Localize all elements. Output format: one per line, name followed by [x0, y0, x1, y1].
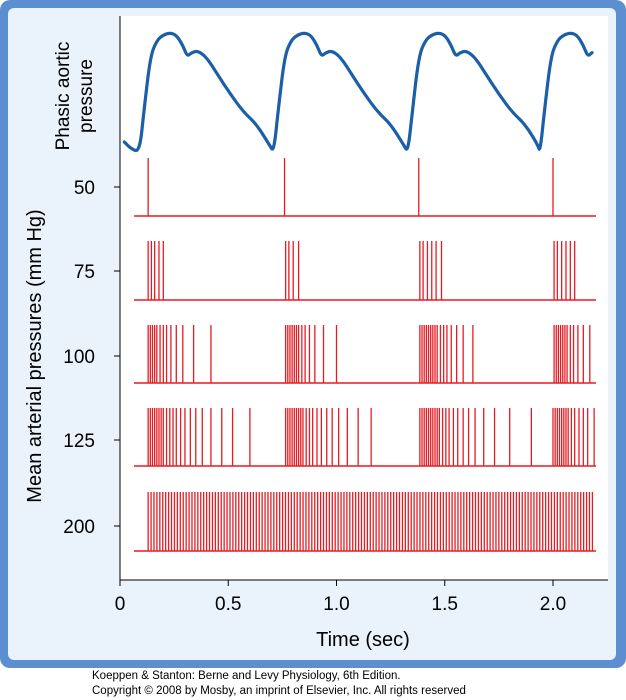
x-tick-label: 1.5 [432, 594, 458, 615]
pressure-label-line-1: Phasic aortic [53, 42, 74, 151]
y-axis-label: Mean arterial pressures (mm Hg) [24, 209, 46, 502]
credit-line-1: Koeppen & Stanton: Berne and Levy Physio… [92, 670, 401, 682]
x-tick-label: 0.5 [215, 594, 241, 615]
chart-svg: 0 0.5 1.0 1.5 2.0 Time (sec) Mean arterial pre… [8, 8, 616, 660]
y-tick-label: 200 [63, 517, 95, 538]
x-tick-label: 2.0 [540, 594, 566, 615]
y-tick-label: 125 [63, 431, 95, 452]
y-tick-label: 75 [74, 262, 95, 283]
y-tick-label: 50 [74, 178, 95, 199]
x-tick-label: 1.0 [323, 594, 349, 615]
plot-area [120, 16, 608, 580]
pressure-label-line-2: pressure [76, 59, 97, 133]
x-tick-label: 0 [115, 594, 126, 615]
y-tick-label: 100 [63, 347, 95, 368]
credit-line-2: Copyright © 2008 by Mosby, an imprint of… [92, 685, 466, 697]
x-axis-label: Time (sec) [316, 629, 410, 651]
pressure-trace [122, 31, 594, 153]
